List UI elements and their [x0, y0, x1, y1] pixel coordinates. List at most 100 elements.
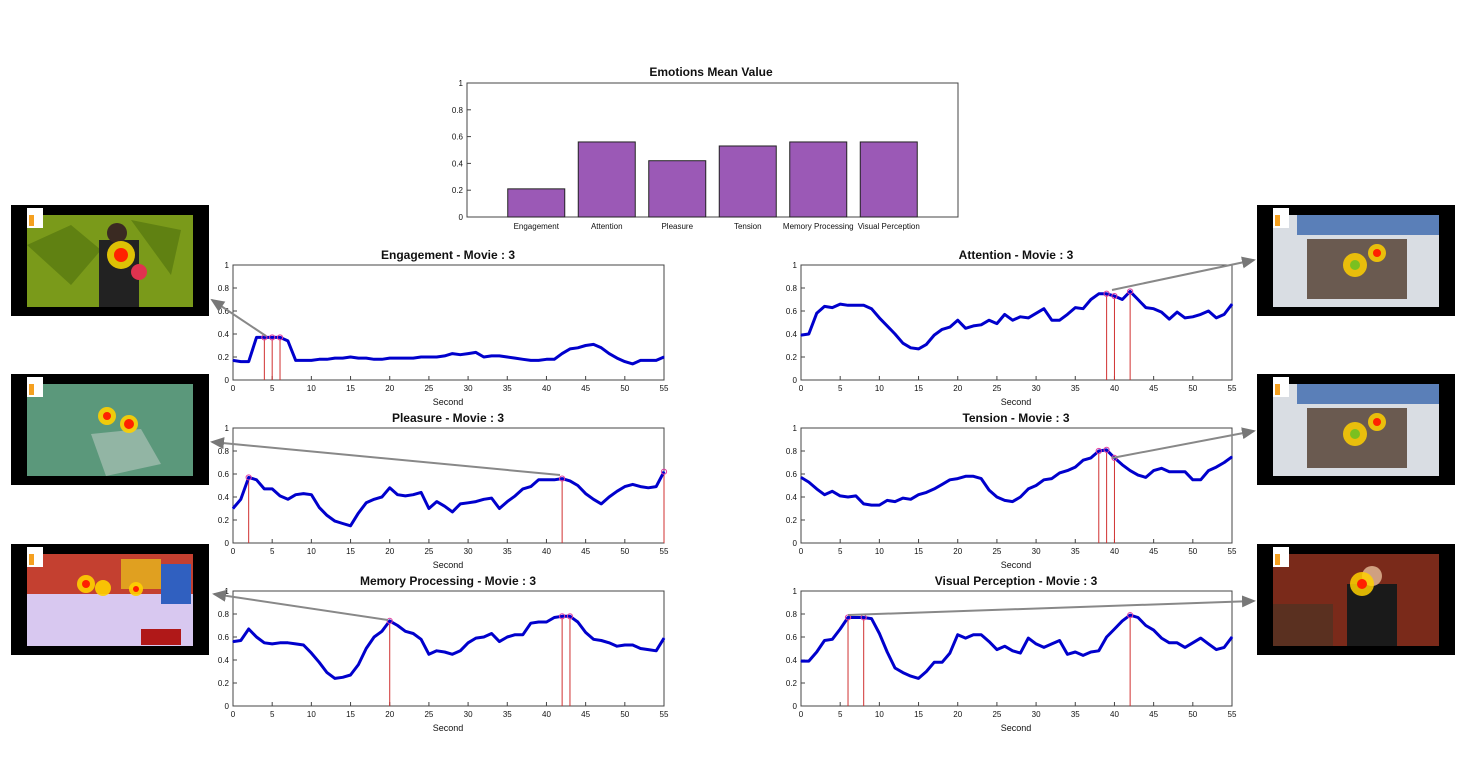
visual-data-point [1184, 646, 1186, 648]
visual-x-tick-label: 25 [992, 710, 1001, 719]
visual-data-point [917, 677, 920, 680]
tension-data-point [941, 483, 943, 485]
visual-data-point [823, 639, 826, 642]
engagement-data-point [365, 357, 367, 359]
attention-x-tick-label: 25 [992, 384, 1001, 393]
visual-data-point [1200, 637, 1202, 639]
bar-pleasure [648, 160, 707, 218]
memory-data-point [451, 653, 454, 655]
pleasure-data-point [334, 520, 336, 522]
visual-series-line [801, 613, 1234, 680]
engagement-data-point [475, 351, 477, 353]
visual-data-point [1066, 653, 1069, 655]
engagement-data-point [255, 336, 258, 339]
heatmap-frame-picture [1273, 377, 1439, 476]
attention-y-tick-label: 0.4 [786, 330, 798, 339]
tension-data-point [1027, 488, 1029, 490]
pleasure-data-point [295, 494, 297, 496]
heatmap-frame-picture [1273, 547, 1439, 646]
memory-data-point [279, 642, 281, 644]
pleasure-data-point [271, 488, 273, 490]
pleasure-data-point [263, 488, 265, 490]
engagement-data-point [608, 352, 610, 355]
tension-data-point [957, 478, 959, 480]
tension-x-tick-label: 10 [875, 547, 884, 556]
pleasure-data-point [663, 471, 665, 473]
attention-x-tick-label: 15 [914, 384, 923, 393]
memory-data-point [310, 652, 312, 654]
pleasure-data-point [514, 495, 516, 497]
pleasure-data-point [287, 498, 289, 500]
visual-data-point [1168, 642, 1170, 644]
visual-data-point [847, 616, 849, 619]
engagement-data-point [428, 356, 430, 358]
tension-data-point [823, 494, 826, 496]
tension-data-point [1231, 456, 1233, 458]
bar-y-tick-label: 1 [459, 79, 464, 88]
engagement-data-point [279, 336, 281, 339]
callout-arrow-memory [212, 589, 389, 621]
engagement-data-point [647, 359, 649, 362]
tension-y-tick-label: 0.2 [786, 516, 798, 525]
tension-data-point [808, 481, 810, 483]
engagement-data-point [655, 359, 657, 362]
engagement-data-point [287, 340, 289, 342]
memory-x-tick-label: 40 [542, 710, 551, 719]
tension-data-point [863, 503, 865, 505]
engagement-data-point [396, 357, 399, 359]
tension-data-point [917, 494, 920, 496]
callout-arrow-tension [1111, 427, 1256, 459]
pleasure-data-point [624, 486, 626, 488]
tension-x-tick-label: 55 [1228, 547, 1237, 556]
thumbnail-attention-frame [1257, 205, 1455, 316]
visual-data-point [1004, 645, 1006, 647]
attention-data-point [1121, 298, 1123, 301]
visual-y-tick-label: 0.2 [786, 679, 798, 688]
tension-x-tick-label: 45 [1149, 547, 1158, 556]
tension-x-tick-label: 25 [992, 547, 1001, 556]
attention-data-point [941, 328, 943, 330]
pleasure-data-point [443, 505, 446, 507]
memory-data-point [639, 647, 642, 650]
engagement-data-point [561, 352, 563, 355]
attention-data-point [1200, 313, 1202, 316]
pleasure-data-point [436, 501, 438, 503]
engagement-data-point [271, 336, 273, 339]
visual-data-point [1215, 649, 1217, 651]
pleasure-chart-title: Pleasure - Movie : 3 [392, 411, 504, 425]
engagement-y-tick-label: 0 [225, 376, 230, 385]
tension-data-point [1153, 469, 1155, 472]
bar-y-tick-label: 0 [459, 213, 464, 222]
pleasure-x-tick-label: 50 [620, 547, 629, 556]
tension-data-point [1090, 457, 1092, 459]
tension-y-tick-label: 0 [793, 539, 798, 548]
visual-data-point [855, 616, 857, 619]
visual-data-point [1090, 651, 1092, 653]
memory-x-tick-label: 45 [581, 710, 590, 719]
bar-y-tick-label: 0.8 [452, 106, 464, 115]
bar-attention [577, 141, 636, 218]
bar-chart-axes-box [466, 82, 959, 218]
tension-data-point [1129, 469, 1131, 472]
attention-data-point [1223, 313, 1225, 316]
memory-x-tick-label: 25 [424, 710, 433, 719]
visual-data-point [1059, 639, 1061, 642]
attention-data-point [1160, 311, 1163, 313]
memory-data-point [491, 632, 493, 635]
pleasure-data-point [240, 498, 242, 500]
visual-data-point [1121, 620, 1123, 622]
visual-x-axis-label: Second [1001, 723, 1032, 733]
memory-chart-title: Memory Processing - Movie : 3 [360, 574, 536, 588]
visual-data-point [808, 660, 810, 662]
tension-x-axis-label: Second [1001, 560, 1032, 570]
attention-chart-title: Attention - Movie : 3 [959, 248, 1074, 262]
line-chart-pleasure: Pleasure - Movie : 3 Second 0 0.2 0.4 0.6 0.… [218, 411, 669, 570]
memory-data-point [608, 642, 610, 644]
tension-data-point [1004, 499, 1006, 502]
visual-data-point [1231, 636, 1233, 638]
tension-peak-marker [1103, 446, 1110, 453]
memory-data-point [514, 634, 516, 636]
engagement-x-tick-label: 40 [542, 384, 551, 393]
tension-x-tick-label: 15 [914, 547, 923, 556]
attention-x-tick-label: 0 [799, 384, 804, 393]
